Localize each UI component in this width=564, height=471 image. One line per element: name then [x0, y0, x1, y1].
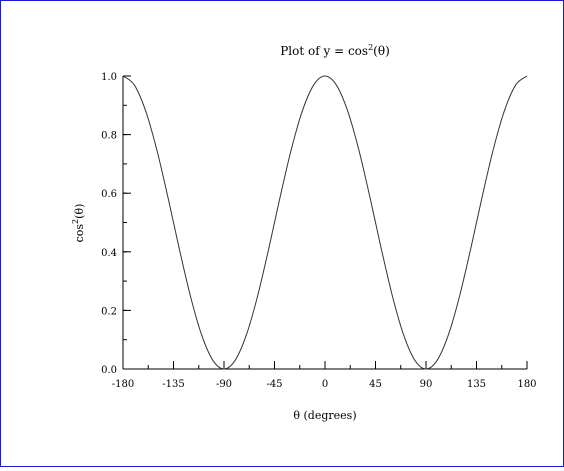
- tick-group: [122, 75, 528, 370]
- chart-title: Plot of y = cos2(θ): [280, 43, 390, 58]
- y-axis-label-superscript: 2: [71, 219, 80, 224]
- x-tick-label: 135: [467, 379, 486, 390]
- x-tick-label: -180: [112, 379, 134, 390]
- x-tick-label: 0: [322, 379, 328, 390]
- y-axis-label-tail: (θ): [73, 204, 86, 219]
- y-tick-label: 0.4: [101, 248, 117, 259]
- x-tick-label: 180: [517, 379, 536, 390]
- series-line: [122, 75, 528, 370]
- y-axis-label: cos2(θ): [71, 204, 86, 243]
- chart-title-tail: (θ): [373, 44, 390, 58]
- x-tick-label: -135: [162, 379, 184, 390]
- x-tick-label: -90: [216, 379, 232, 390]
- y-tick-label: 0.6: [101, 189, 117, 200]
- y-tick-label: 0.8: [101, 131, 117, 142]
- x-tick-label: -45: [266, 379, 282, 390]
- series-layer: [122, 75, 528, 370]
- chart-title-superscript: 2: [368, 43, 373, 52]
- x-tick-label: 45: [369, 379, 382, 390]
- y-tick-label: 1.0: [101, 72, 117, 83]
- y-axis-label-main: cos: [73, 224, 86, 243]
- x-axis-label: θ (degrees): [293, 409, 356, 422]
- y-tick-label: 0.0: [101, 365, 117, 376]
- x-tick-label: 90: [420, 379, 433, 390]
- y-tick-label: 0.2: [101, 306, 117, 317]
- tick-label-group: 0.0 0.2 0.4 0.6 0.8 1.0 -180 -135 -90 -45 0 45 90 135…: [101, 72, 536, 390]
- chart-title-main: Plot of y = cos: [280, 44, 368, 58]
